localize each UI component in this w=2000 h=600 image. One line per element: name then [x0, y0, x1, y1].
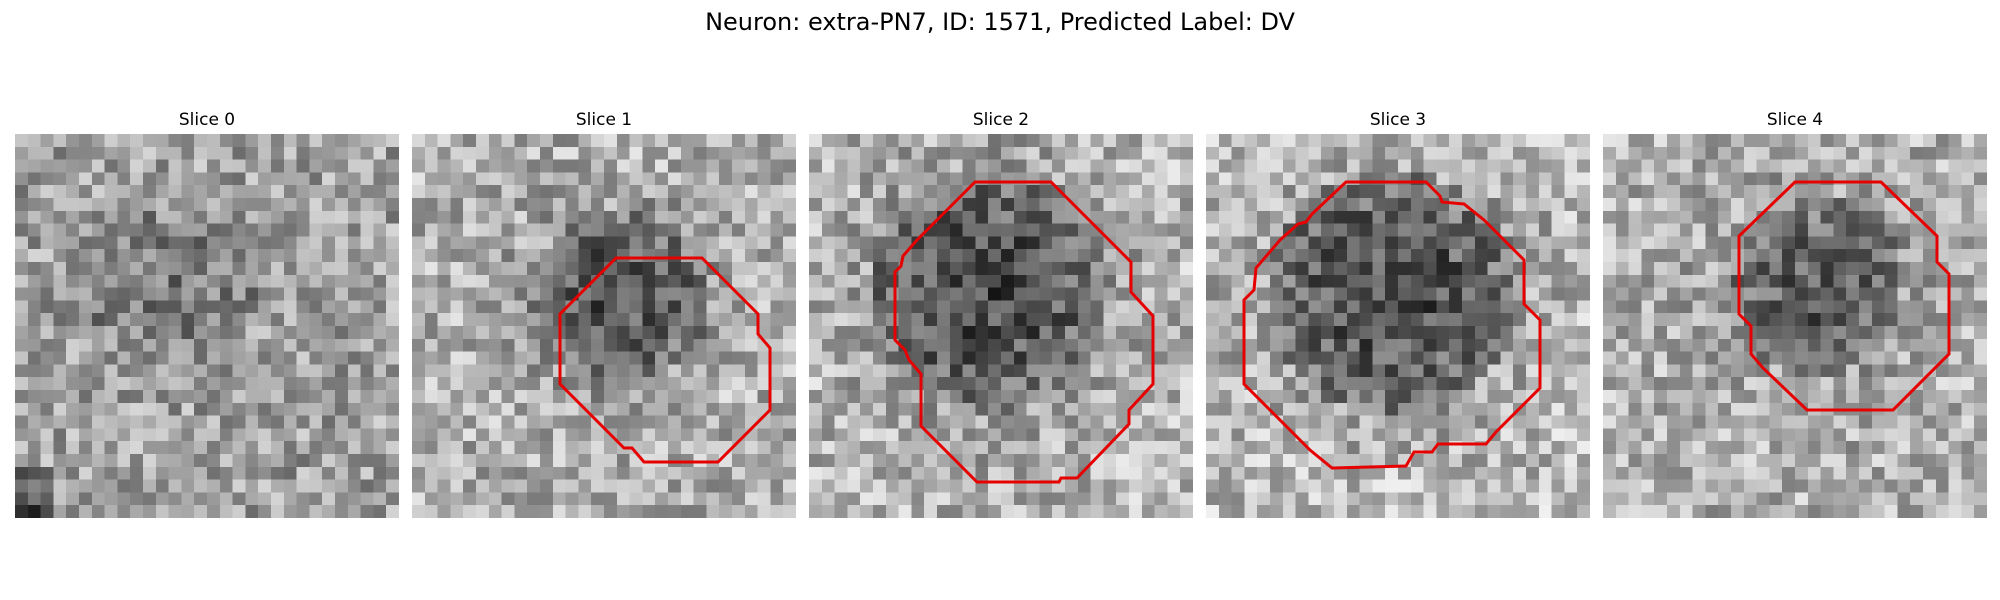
slice-3-contour: [1242, 180, 1542, 470]
slice-4-contour: [1737, 180, 1951, 412]
slice-4-contour-layer: [1737, 180, 1951, 412]
slice-0-title: Slice 0: [178, 110, 236, 130]
slice-1-image: [412, 134, 796, 518]
slice-0-panel: [15, 134, 399, 518]
slice-3-panel: [1206, 134, 1590, 518]
slice-4-image: [1603, 134, 1987, 518]
slice-1-title: Slice 1: [575, 110, 633, 130]
slice-2-title: Slice 2: [972, 110, 1030, 130]
slice-2-image: [809, 134, 1193, 518]
slice-3-image: [1206, 134, 1590, 518]
slice-1-contour-layer: [558, 256, 772, 464]
slice-2-contour-layer: [893, 180, 1155, 484]
slice-4-title: Slice 4: [1766, 110, 1824, 130]
figure-title: Neuron: extra-PN7, ID: 1571, Predicted L…: [705, 8, 1295, 36]
slice-3-title: Slice 3: [1369, 110, 1427, 130]
slice-2-panel: [809, 134, 1193, 518]
slice-1-contour: [558, 256, 772, 464]
slice-4-panel: [1603, 134, 1987, 518]
slice-1-panel: [412, 134, 796, 518]
slice-0-image: [15, 134, 399, 518]
slice-3-contour-layer: [1242, 180, 1542, 470]
slice-2-contour: [893, 180, 1155, 484]
